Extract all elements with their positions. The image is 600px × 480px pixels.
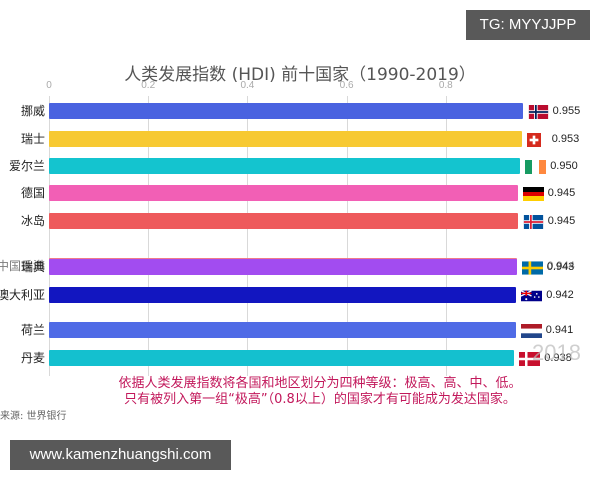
category-label: 中国香港 bbox=[0, 259, 45, 273]
category-label: 挪威 bbox=[20, 104, 45, 118]
sweden-flag-icon bbox=[521, 260, 543, 275]
watermark-top: TG: MYYJJPP bbox=[466, 10, 590, 40]
bar bbox=[49, 185, 518, 201]
germany-flag-icon bbox=[522, 186, 544, 201]
x-tick-label: 0.6 bbox=[339, 80, 354, 91]
ireland-flag-icon bbox=[525, 159, 547, 174]
x-tick-label: 0.4 bbox=[240, 80, 255, 91]
source-label: 来源: 世界银行 bbox=[0, 411, 67, 422]
bar bbox=[49, 287, 517, 303]
category-label: 瑞士 bbox=[20, 132, 45, 146]
value-label: 0.938 bbox=[544, 352, 572, 364]
gridline bbox=[445, 96, 447, 376]
category-label: 瑞典 bbox=[20, 260, 45, 274]
gridline bbox=[346, 96, 348, 376]
bar bbox=[49, 213, 518, 229]
bar bbox=[49, 103, 523, 119]
value-label: 0.950 bbox=[550, 160, 578, 172]
bar bbox=[49, 131, 522, 147]
bar bbox=[49, 322, 516, 338]
year-indicator: 2018 bbox=[532, 340, 581, 365]
norway-flag-icon bbox=[528, 104, 549, 119]
value-label: 0.943 bbox=[546, 261, 575, 273]
annotation-line-2: 只有被列入第一组“极高”（0.8以上）的国家才有可能成为发达国家。 bbox=[124, 392, 516, 407]
gridline bbox=[148, 96, 150, 376]
bar bbox=[49, 259, 517, 275]
x-tick-label: 0.2 bbox=[141, 80, 156, 91]
x-tick-label: 0.8 bbox=[438, 80, 453, 91]
annotation-note: 依据人类发展指数将各国和地区划分为四种等级：极高、高、中、低。 只有被列入第一组… bbox=[110, 376, 530, 408]
switzerland-flag-icon bbox=[526, 132, 548, 147]
bar bbox=[49, 350, 515, 366]
value-label: 0.941 bbox=[545, 324, 574, 336]
value-label: 0.945 bbox=[547, 187, 576, 199]
value-label: 0.945 bbox=[547, 215, 576, 227]
chart-title: 人类发展指数 (HDI) 前十国家（1990-2019） bbox=[124, 65, 476, 85]
gridline bbox=[49, 96, 50, 376]
bar bbox=[49, 158, 521, 174]
category-label: 澳大利亚 bbox=[0, 288, 45, 302]
value-label: 0.942 bbox=[546, 289, 574, 301]
category-label: 冰岛 bbox=[20, 214, 45, 228]
denmark-flag-icon bbox=[519, 351, 541, 366]
value-label: 0.944 bbox=[547, 260, 575, 272]
netherlands-flag-icon bbox=[520, 323, 542, 338]
category-label: 丹麦 bbox=[20, 351, 45, 365]
gridline bbox=[247, 96, 249, 376]
value-label: 0.953 bbox=[551, 133, 580, 145]
australia-flag-icon bbox=[520, 288, 543, 302]
x-tick-label: 0 bbox=[46, 80, 52, 91]
iceland-flag-icon bbox=[523, 214, 544, 229]
category-label: 德国 bbox=[20, 186, 45, 200]
value-label: 0.955 bbox=[552, 105, 581, 117]
category-label: 荷兰 bbox=[20, 323, 45, 337]
annotation-line-1: 依据人类发展指数将各国和地区划分为四种等级：极高、高、中、低。 bbox=[118, 376, 522, 391]
watermark-bottom: www.kamenzhuangshi.com bbox=[10, 440, 231, 470]
category-label: 爱尔兰 bbox=[8, 159, 45, 173]
